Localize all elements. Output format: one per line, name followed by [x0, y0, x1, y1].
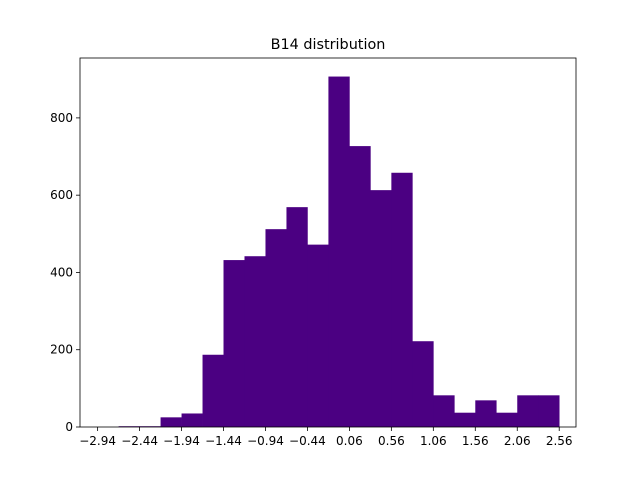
x-tick-label: −1.94 [163, 434, 200, 448]
histogram-bar [454, 412, 476, 427]
x-tick-label: 1.06 [420, 434, 447, 448]
histogram-bar [286, 207, 308, 427]
x-tick-label: −2.94 [79, 434, 116, 448]
x-tick-label: −0.44 [289, 434, 326, 448]
histogram-bar [223, 260, 245, 427]
y-tick-label: 200 [50, 343, 73, 357]
x-tick-label: 1.56 [462, 434, 489, 448]
histogram-bar [517, 395, 539, 427]
histogram-bar [307, 244, 329, 427]
histogram-bar [328, 76, 350, 428]
histogram-bar [433, 395, 455, 427]
x-tick-label: 2.06 [504, 434, 531, 448]
histogram-bar [496, 412, 518, 427]
histogram-bar [538, 395, 560, 427]
plot-frame [79, 57, 577, 428]
chart-title: B14 distribution [271, 37, 386, 53]
y-tick-label: 0 [65, 420, 73, 434]
y-tick-label: 600 [50, 188, 73, 202]
histogram-bar [160, 417, 182, 427]
histogram-bar [475, 400, 497, 427]
x-tick-label: −1.44 [205, 434, 242, 448]
y-tick-label: 400 [50, 265, 73, 279]
x-tick-label: −2.44 [121, 434, 158, 448]
histogram-bar [265, 229, 287, 427]
y-tick-label: 800 [50, 111, 73, 125]
histogram-bar [391, 172, 413, 427]
histogram-bar [181, 413, 203, 427]
x-tick-label: 2.56 [546, 434, 573, 448]
x-tick-label: 0.56 [378, 434, 405, 448]
x-tick-label: −0.94 [247, 434, 284, 448]
histogram-bar [244, 256, 266, 427]
histogram-bar [349, 146, 371, 427]
y-axis: 0 200 400 600 800 [50, 111, 80, 434]
x-tick-label: 0.06 [336, 434, 363, 448]
x-axis: −2.94 −2.44 −1.94 −1.44 −0.94 −0.44 0.06 0.56 1.… [79, 427, 573, 448]
bars-group [118, 76, 560, 428]
histogram-bar [412, 341, 434, 427]
histogram-bar [202, 354, 224, 427]
histogram-bar [370, 190, 392, 427]
